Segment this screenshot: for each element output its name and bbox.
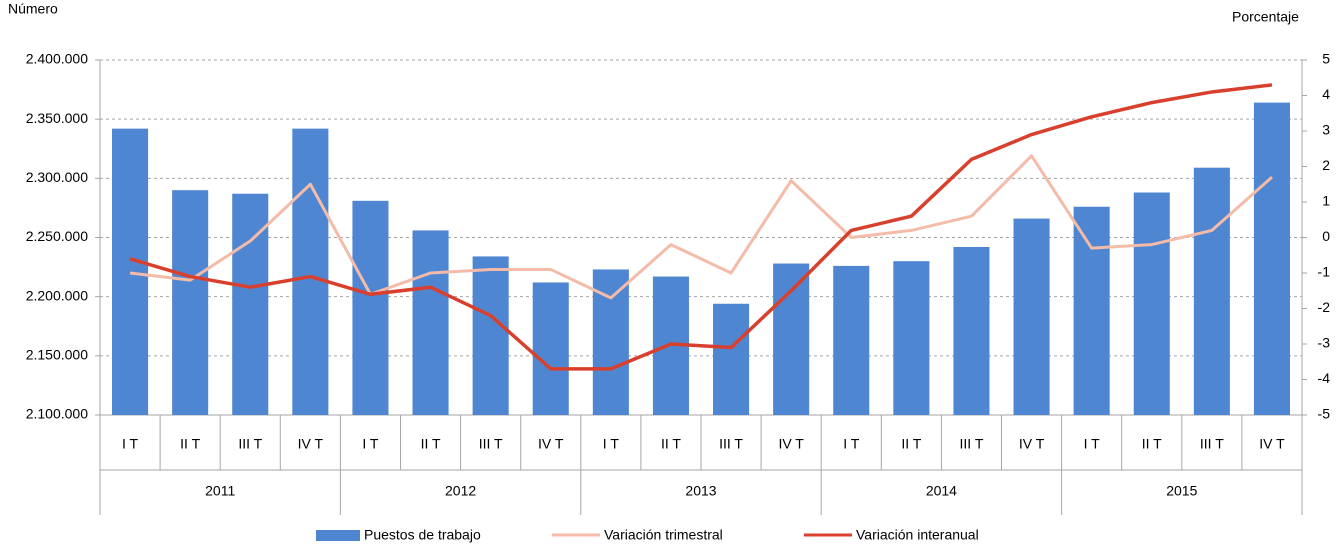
y2-tick-label: -5 [1318,406,1331,422]
bar [713,303,750,415]
x-tick-label: IV T [1019,436,1045,452]
y2-tick-label: 5 [1322,51,1330,67]
line [129,83,1273,371]
group-label: 2013 [685,483,716,499]
group-label: 2014 [926,483,957,499]
bar [1253,102,1290,415]
bar [893,261,930,415]
line [129,154,1273,300]
x-tick-label: III T [479,436,503,452]
x-tick-label: IV T [778,436,804,452]
group-label: 2015 [1166,483,1197,499]
y-tick-label: 2.150.000 [26,347,88,363]
x-tick-label: I T [122,436,139,452]
bar [532,282,569,415]
y-tick-label: 2.300.000 [26,169,88,185]
x-tick-label: I T [362,436,379,452]
x-tick-label: II T [180,436,200,452]
y2-tick-label: -1 [1318,264,1331,280]
bar [232,193,269,415]
x-tick-label: III T [1200,436,1224,452]
y-tick-label: 2.350.000 [26,110,88,126]
x-tick-label: III T [719,436,743,452]
x-tick-label: I T [603,436,620,452]
group-label: 2012 [445,483,476,499]
x-tick-label: II T [1142,436,1162,452]
x-tick-label: III T [960,436,984,452]
bar [472,256,509,415]
y2-tick-label: 1 [1322,193,1330,209]
bar [953,246,990,415]
y-tick-label: 2.400.000 [26,51,88,67]
x-tick-label: IV T [298,436,324,452]
group-label: 2011 [205,483,235,499]
y-tick-label: 2.200.000 [26,287,88,303]
x-tick-label: I T [1084,436,1101,452]
legend-label: Variación interanual [856,527,979,543]
y2-tick-label: 2 [1322,157,1330,173]
x-tick-label: II T [661,436,681,452]
y2-tick-label: -3 [1318,335,1331,351]
x-tick-label: II T [421,436,441,452]
legend-label: Puestos de trabajo [364,527,481,543]
bar [773,263,810,415]
y2-axis-label: Porcentaje [1232,9,1299,25]
bar [1073,206,1110,415]
x-tick-label: II T [901,436,921,452]
y2-tick-label: -2 [1318,299,1331,315]
bar [833,265,870,415]
x-tick-label: III T [238,436,262,452]
bar [172,190,209,415]
y-tick-label: 2.250.000 [26,228,88,244]
bar [292,128,329,415]
bar [412,230,449,415]
bar [1193,167,1230,415]
y-axis-label: Número [8,1,58,17]
bar [1133,192,1170,415]
bar [352,200,389,415]
x-tick-label: IV T [1259,436,1285,452]
legend-swatch [316,530,360,541]
y2-tick-label: 0 [1322,228,1330,244]
y-tick-label: 2.100.000 [26,406,88,422]
legend-label: Variación trimestral [604,527,723,543]
y2-tick-label: 4 [1322,86,1330,102]
bar [1013,218,1050,415]
x-tick-label: IV T [538,436,564,452]
x-tick-label: I T [843,436,860,452]
y2-tick-label: 3 [1322,122,1330,138]
bar [112,128,149,415]
y2-tick-label: -4 [1318,370,1331,386]
